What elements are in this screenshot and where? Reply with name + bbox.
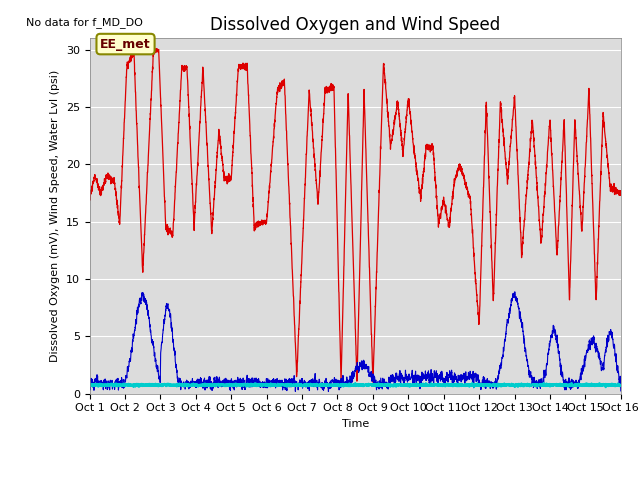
Line: WaterLevel: WaterLevel xyxy=(90,383,621,387)
DisOxy xyxy=(86,193,93,199)
WaterLevel xyxy=(472,382,479,388)
WaterLevel xyxy=(86,381,93,386)
DisOxy xyxy=(309,136,317,142)
Text: No data for f_MD_DO: No data for f_MD_DO xyxy=(26,17,143,28)
WaterLevel xyxy=(617,383,625,388)
Title: Dissolved Oxygen and Wind Speed: Dissolved Oxygen and Wind Speed xyxy=(210,16,500,34)
ws xyxy=(511,289,518,295)
ws xyxy=(324,389,332,395)
WaterLevel xyxy=(338,382,346,387)
DisOxy xyxy=(575,171,582,177)
DisOxy xyxy=(472,281,479,287)
DisOxy xyxy=(601,130,609,135)
ws xyxy=(617,388,625,394)
WaterLevel xyxy=(568,380,575,386)
Line: DisOxy: DisOxy xyxy=(90,48,621,382)
WaterLevel xyxy=(601,382,609,388)
ws xyxy=(575,382,582,388)
Legend: DisOxy, ws, WaterLevel: DisOxy, ws, WaterLevel xyxy=(213,478,497,480)
DisOxy xyxy=(617,190,625,196)
WaterLevel xyxy=(309,383,317,388)
ws xyxy=(313,383,321,389)
ws xyxy=(309,376,317,382)
DisOxy xyxy=(339,335,346,340)
DisOxy xyxy=(369,379,377,385)
ws xyxy=(472,372,479,377)
DisOxy xyxy=(314,189,321,195)
ws xyxy=(601,353,609,359)
Text: EE_met: EE_met xyxy=(100,37,151,50)
Line: ws: ws xyxy=(90,292,621,392)
X-axis label: Time: Time xyxy=(342,419,369,429)
Y-axis label: Dissolved Oxygen (mV), Wind Speed, Water Lvl (psi): Dissolved Oxygen (mV), Wind Speed, Water… xyxy=(50,70,60,362)
WaterLevel xyxy=(574,382,582,388)
ws xyxy=(86,386,93,392)
ws xyxy=(339,382,346,387)
DisOxy xyxy=(150,45,158,51)
WaterLevel xyxy=(602,384,609,390)
WaterLevel xyxy=(313,382,321,388)
